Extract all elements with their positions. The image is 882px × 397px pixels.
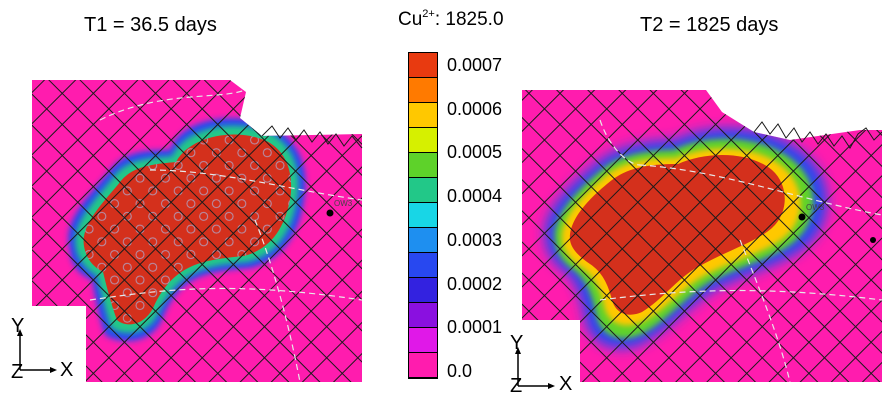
colorbar-tick-label: 0.0002 (447, 273, 503, 294)
colorbar-cell (409, 203, 437, 228)
y-axis-label-2: Y (510, 332, 524, 354)
colorbar-cell (409, 328, 437, 353)
axis-triad-2 (515, 347, 555, 389)
panel-2-map (522, 90, 882, 382)
panel-2-title: T2 = 1825 days (640, 14, 779, 36)
colorbar-cell (409, 128, 437, 153)
y-axis-label-1: Y (11, 315, 25, 337)
colorbar-tick-label: 0.0007 (447, 55, 503, 75)
colorbar-cell (409, 253, 437, 278)
colorbar-cell (409, 278, 437, 303)
colorbar (408, 52, 438, 379)
axis-triad-1 (17, 329, 57, 373)
colorbar-cell (409, 53, 437, 78)
colorbar-tick-label: 0.0004 (447, 186, 503, 207)
panel-1-title: T1 = 36.5 days (84, 14, 217, 36)
colorbar-tick-label: 0.0003 (447, 229, 503, 250)
colorbar-title: Cu2+: 1825.0 (398, 8, 504, 30)
panel-1-map (32, 80, 362, 382)
colorbar-cell (409, 153, 437, 178)
colorbar-tick-label: 0.0 (447, 361, 473, 381)
x-axis-label-1: X (60, 359, 74, 381)
z-axis-label-1: Z (11, 361, 24, 383)
x-axis-label-2: X (559, 373, 573, 395)
z-axis-label-2: Z (510, 375, 523, 397)
panel-2-well-marker (798, 213, 806, 221)
colorbar-tick-label: 0.0005 (447, 142, 503, 163)
panel-1-well-marker (326, 209, 334, 217)
colorbar-cell (409, 228, 437, 253)
colorbar-cell (409, 178, 437, 203)
panel-1-well-label: OW3 (334, 199, 353, 208)
colorbar-cell (409, 303, 437, 328)
colorbar-tick-label: 0.0001 (447, 317, 503, 338)
colorbar-cell (409, 353, 437, 378)
colorbar-cell (409, 78, 437, 103)
colorbar-cell (409, 103, 437, 128)
colorbar-tick-label: 0.0006 (447, 98, 503, 119)
panel-2-well-label: OW3 (806, 203, 825, 212)
panel-2-well-marker-2 (870, 237, 876, 243)
